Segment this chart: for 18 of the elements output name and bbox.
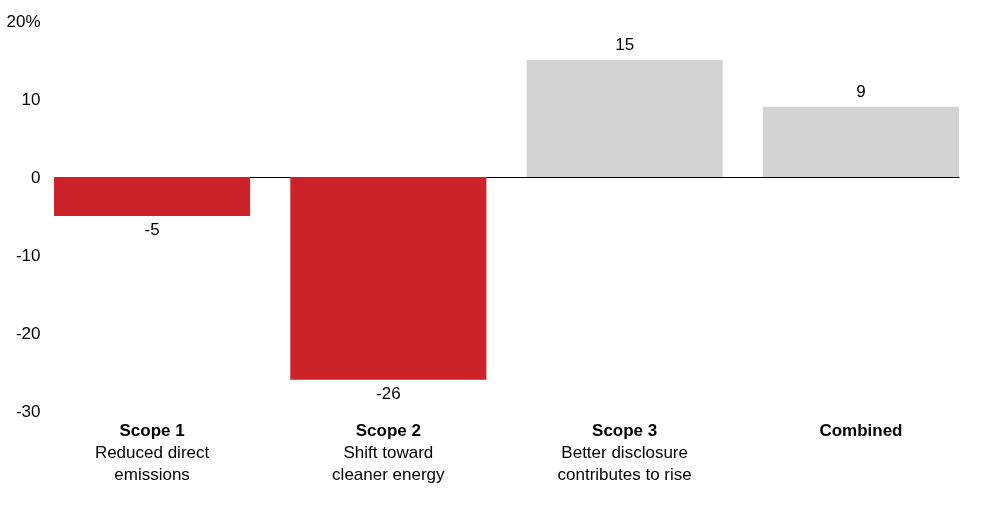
data-label: 9	[856, 81, 866, 101]
y-tick-label: 10	[21, 89, 41, 109]
y-tick-label: -30	[15, 401, 41, 421]
data-label: 15	[615, 35, 635, 54]
category-label: Scope 1 Reduced direct emissions	[94, 421, 210, 484]
data-label: -26	[376, 383, 401, 403]
category-label: Scope 3 Better disclosure contributes to rise	[557, 421, 692, 484]
bar	[54, 177, 251, 216]
bar	[762, 106, 959, 177]
x-tick-label: Combined	[819, 421, 903, 440]
y-tick-label: 20%	[6, 11, 41, 31]
bar	[526, 60, 723, 177]
y-tick-label: -10	[15, 245, 41, 265]
y-tick-label: 0	[31, 167, 41, 187]
category-label: Scope 2 Shift toward cleaner energy	[332, 421, 445, 484]
data-label: -5	[144, 220, 160, 239]
bar	[290, 177, 487, 380]
y-tick-label: -20	[15, 323, 41, 343]
